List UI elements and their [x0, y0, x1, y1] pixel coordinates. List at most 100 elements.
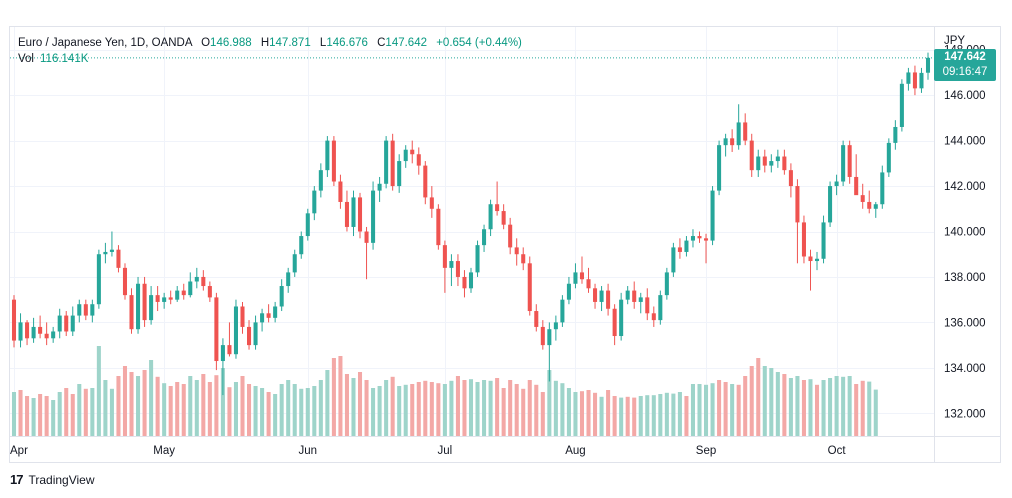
candle[interactable]: [677, 238, 682, 259]
candle[interactable]: [312, 186, 317, 221]
candle[interactable]: [658, 290, 663, 325]
candle[interactable]: [194, 267, 199, 289]
candle[interactable]: [514, 238, 519, 266]
volume-label[interactable]: Vol: [18, 53, 34, 65]
candle[interactable]: [273, 301, 278, 323]
candle[interactable]: [521, 247, 526, 271]
candle[interactable]: [129, 288, 134, 334]
candle[interactable]: [188, 272, 193, 298]
candle[interactable]: [828, 181, 833, 227]
candle[interactable]: [77, 299, 82, 323]
candle[interactable]: [149, 286, 154, 325]
candle[interactable]: [566, 276, 571, 305]
candle[interactable]: [96, 249, 101, 309]
candle[interactable]: [645, 288, 650, 321]
candle[interactable]: [266, 304, 271, 323]
candlesticks[interactable]: [11, 52, 931, 396]
candle[interactable]: [475, 240, 480, 277]
candle[interactable]: [540, 320, 545, 350]
candle[interactable]: [893, 120, 898, 150]
candle[interactable]: [423, 161, 428, 205]
candle[interactable]: [44, 322, 49, 346]
candle[interactable]: [841, 140, 846, 187]
candle[interactable]: [416, 147, 421, 175]
candle[interactable]: [410, 140, 415, 164]
candle[interactable]: [201, 270, 206, 291]
candle[interactable]: [690, 229, 695, 248]
price-axis[interactable]: 132.000 134.000 136.000 138.000 140.000 142.0…: [944, 45, 986, 421]
candle[interactable]: [664, 267, 669, 300]
candle[interactable]: [560, 295, 565, 327]
symbol-title[interactable]: Euro / Japanese Yen, 1D, OANDA: [18, 37, 192, 49]
candle[interactable]: [906, 67, 911, 91]
candle[interactable]: [814, 251, 820, 271]
candle[interactable]: [717, 140, 722, 196]
candle[interactable]: [449, 254, 454, 287]
candle[interactable]: [181, 283, 186, 300]
candle[interactable]: [854, 154, 859, 196]
candle[interactable]: [292, 249, 297, 277]
candle[interactable]: [168, 290, 173, 305]
candle[interactable]: [730, 129, 735, 152]
candle[interactable]: [873, 201, 878, 218]
candle[interactable]: [155, 286, 160, 312]
candle[interactable]: [344, 190, 349, 232]
candle[interactable]: [482, 224, 487, 252]
candle[interactable]: [377, 176, 382, 202]
candle[interactable]: [351, 190, 356, 237]
candle[interactable]: [704, 233, 709, 264]
candle[interactable]: [573, 263, 578, 289]
candle[interactable]: [279, 279, 284, 312]
candle[interactable]: [162, 292, 167, 309]
candle[interactable]: [247, 320, 252, 350]
candle[interactable]: [723, 133, 728, 157]
candle[interactable]: [455, 254, 460, 287]
candle[interactable]: [90, 299, 95, 323]
candle[interactable]: [468, 267, 474, 293]
candle[interactable]: [775, 149, 780, 168]
candle[interactable]: [116, 245, 121, 273]
candle[interactable]: [495, 181, 500, 216]
candle[interactable]: [109, 231, 114, 257]
candle[interactable]: [51, 326, 56, 343]
candle[interactable]: [70, 306, 75, 337]
candle[interactable]: [619, 292, 624, 341]
candle[interactable]: [860, 183, 865, 209]
candle[interactable]: [743, 113, 748, 146]
candle[interactable]: [299, 231, 304, 259]
candle[interactable]: [136, 276, 141, 334]
candle[interactable]: [286, 267, 291, 293]
candle[interactable]: [357, 192, 363, 239]
candle[interactable]: [808, 249, 813, 291]
candle[interactable]: [756, 149, 761, 177]
candle[interactable]: [57, 308, 62, 339]
candle[interactable]: [253, 315, 258, 350]
candle[interactable]: [599, 286, 604, 312]
candle[interactable]: [880, 165, 885, 209]
candle[interactable]: [331, 136, 336, 187]
candle[interactable]: [318, 163, 323, 198]
candle[interactable]: [220, 338, 225, 396]
candle[interactable]: [782, 149, 787, 175]
candle[interactable]: [508, 217, 513, 255]
candle[interactable]: [38, 315, 43, 339]
candle[interactable]: [18, 313, 23, 348]
candle[interactable]: [547, 322, 552, 382]
candle[interactable]: [83, 299, 88, 321]
candle[interactable]: [403, 145, 408, 168]
candle[interactable]: [710, 186, 715, 246]
candle[interactable]: [214, 292, 219, 371]
candle[interactable]: [638, 292, 643, 314]
candle[interactable]: [442, 240, 447, 293]
candle[interactable]: [260, 308, 265, 332]
candle[interactable]: [651, 306, 656, 327]
candle[interactable]: [671, 242, 676, 277]
candle[interactable]: [122, 263, 128, 300]
candle[interactable]: [795, 179, 800, 264]
candle[interactable]: [371, 181, 376, 250]
candle[interactable]: [325, 136, 330, 177]
candle[interactable]: [25, 320, 30, 346]
candle[interactable]: [919, 67, 924, 93]
candle[interactable]: [501, 204, 506, 230]
candle[interactable]: [593, 283, 598, 309]
